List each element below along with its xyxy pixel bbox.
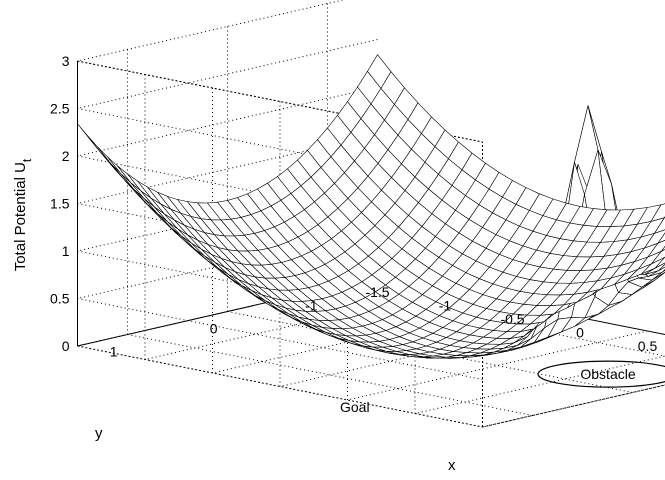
x-tick-label: -1 bbox=[439, 298, 452, 314]
goal-label: Goal bbox=[340, 399, 370, 415]
z-tick-label: 1 bbox=[62, 243, 70, 259]
y-tick-label: 1 bbox=[110, 344, 118, 360]
y-tick-label: 0 bbox=[210, 321, 218, 337]
z-axis-label: Total Potential Ut bbox=[12, 158, 34, 271]
x-tick-label: -0.5 bbox=[500, 311, 524, 327]
z-tick-label: 1.5 bbox=[50, 196, 70, 212]
surface-facet bbox=[118, 166, 142, 191]
x-tick-label: 0 bbox=[576, 325, 584, 341]
y-axis-label: y bbox=[95, 425, 103, 442]
x-tick-label: 0.5 bbox=[638, 338, 658, 354]
z-tick-label: 0 bbox=[62, 338, 70, 354]
obstacle-label: Obstacle bbox=[580, 366, 635, 382]
annotations: Goal Obstacle bbox=[340, 361, 665, 415]
z-tick-label: 2.5 bbox=[50, 101, 70, 117]
x-tick-label: -1.5 bbox=[365, 284, 389, 300]
y-tick-label: -1 bbox=[305, 298, 318, 314]
x-axis-label: x bbox=[448, 457, 456, 474]
surface-mesh bbox=[78, 55, 665, 359]
z-tick-label: 2 bbox=[62, 148, 70, 164]
gridline bbox=[78, 40, 378, 109]
z-tick-label: 0.5 bbox=[50, 291, 70, 307]
z-tick-label: 3 bbox=[62, 53, 70, 69]
